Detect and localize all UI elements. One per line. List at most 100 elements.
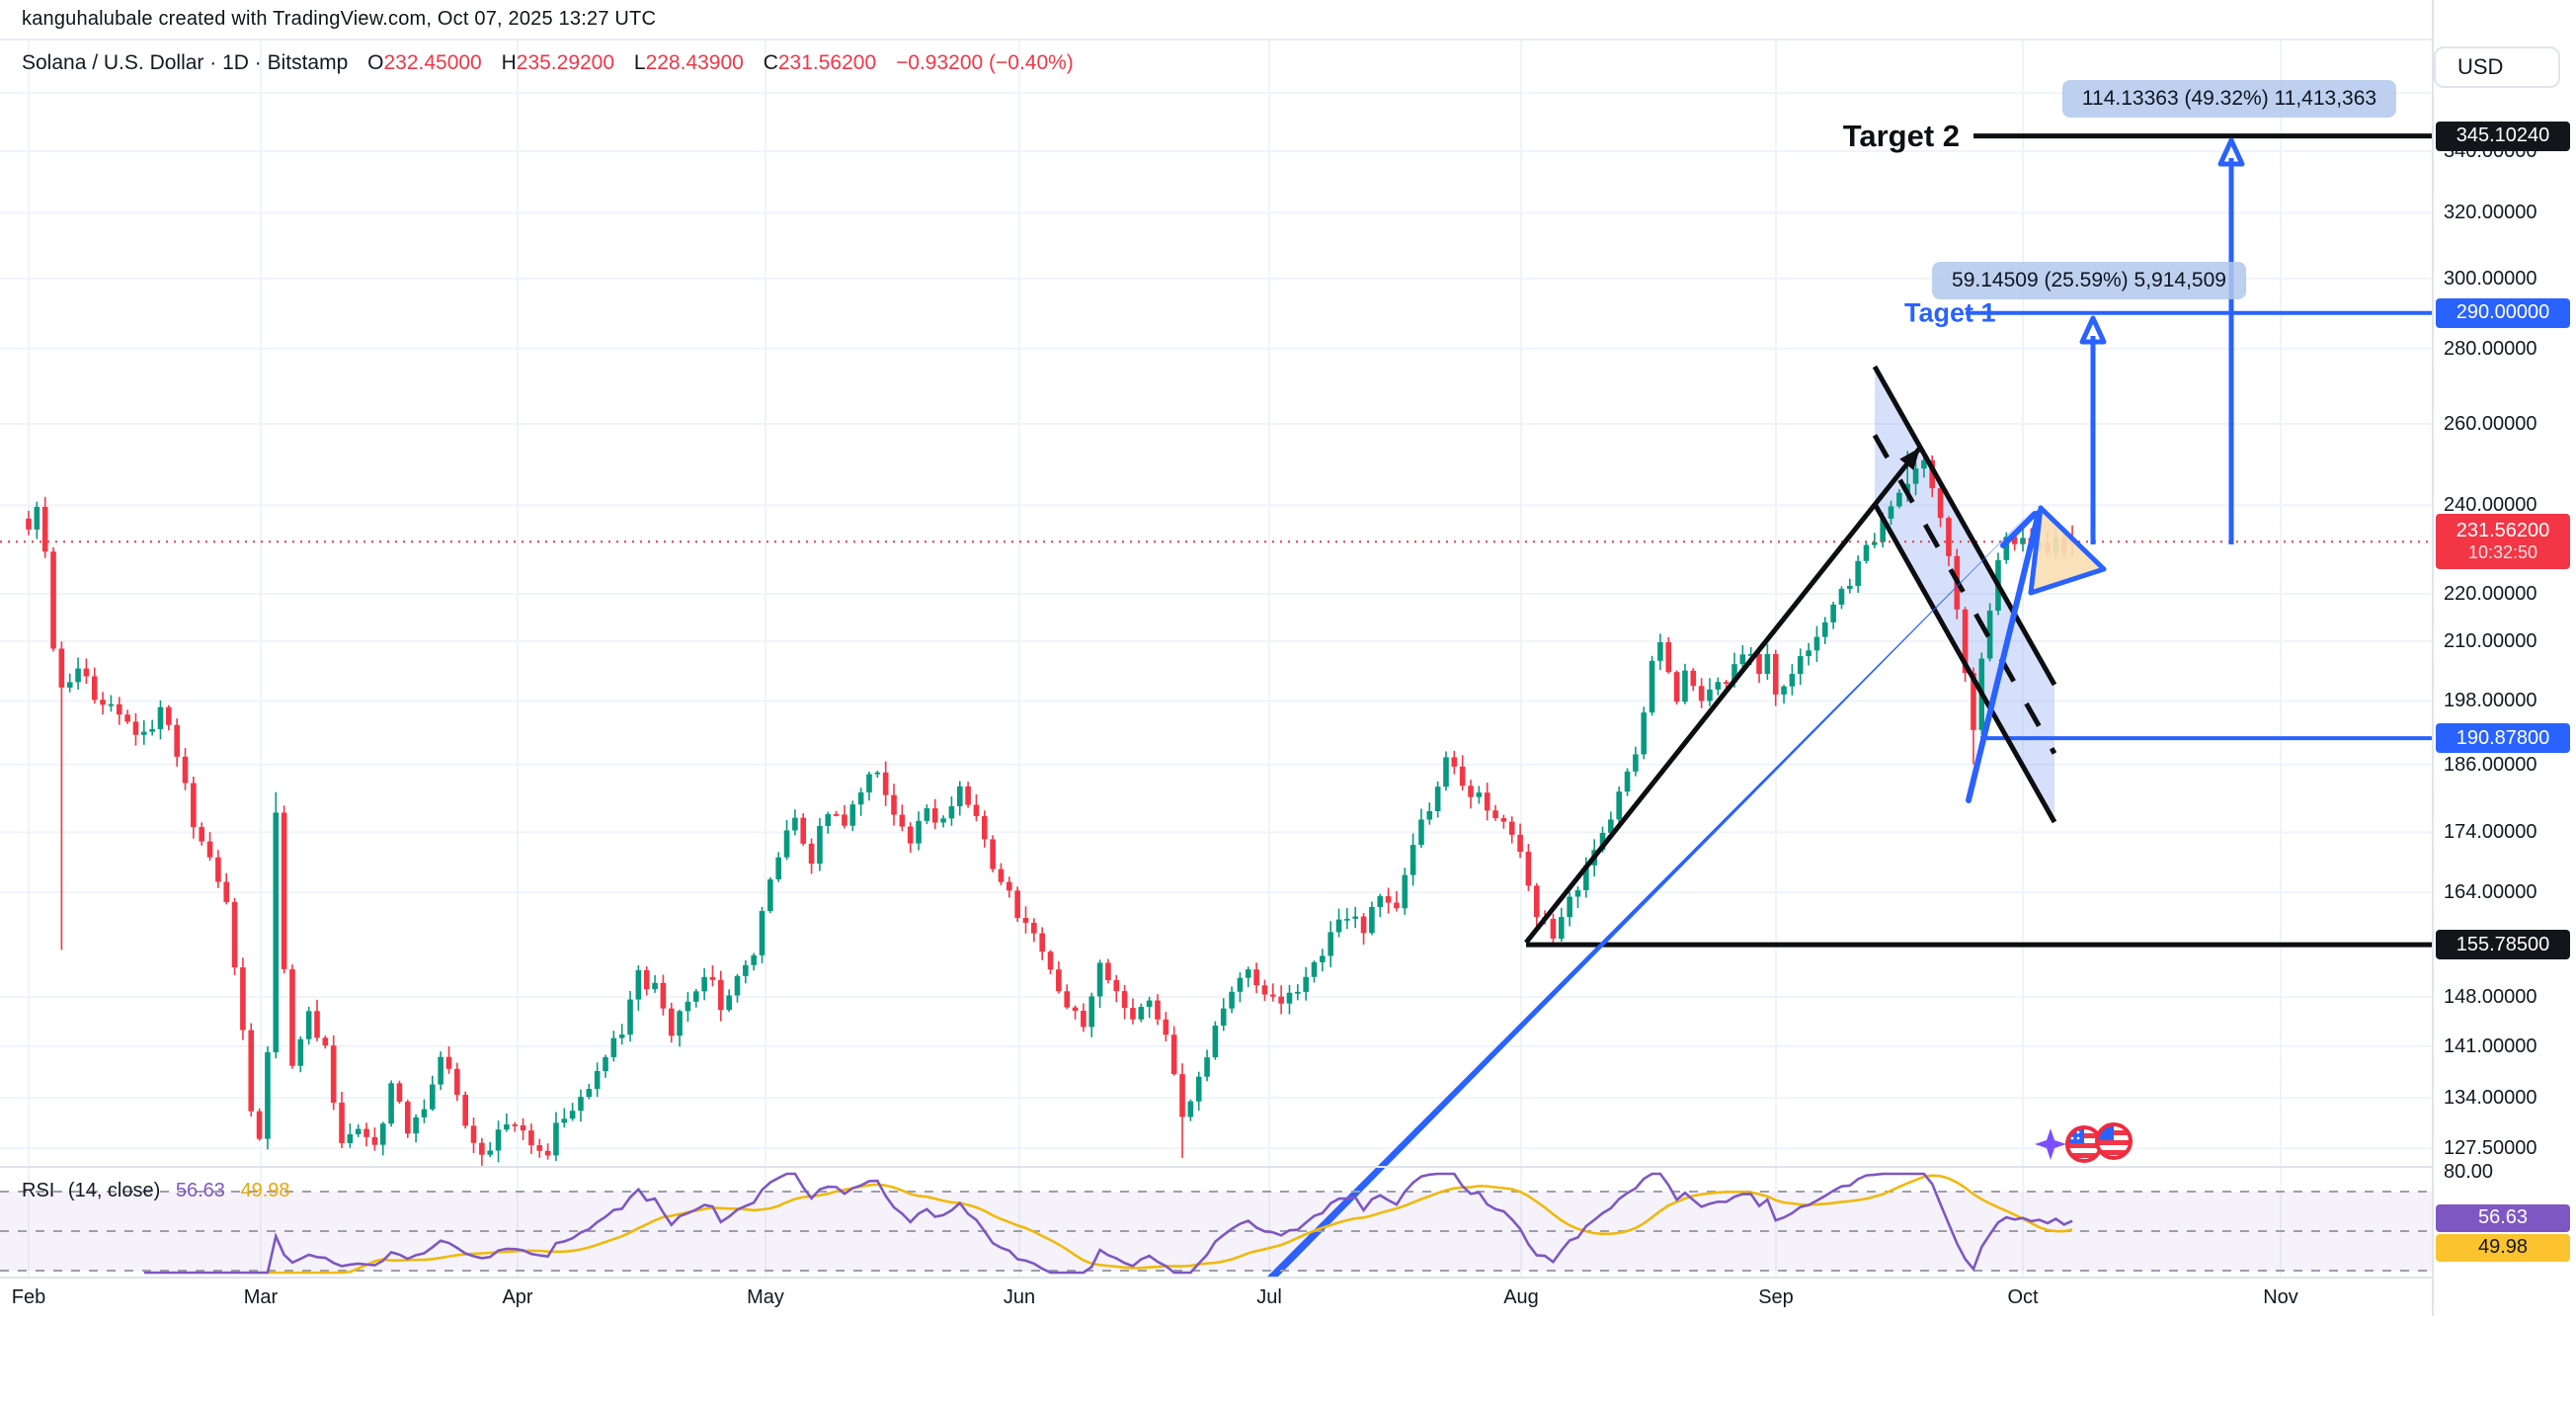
measure-label-target1[interactable]: 59.14509 (25.59%) 5,914,509 (1932, 262, 2246, 299)
candle-body (677, 1011, 683, 1036)
price-tick: 148.00000 (2444, 985, 2537, 1008)
candle-body (1146, 1000, 1153, 1008)
candle-body (404, 1101, 411, 1134)
candle-body (1492, 810, 1498, 819)
candle-body (1657, 641, 1663, 661)
candle-body (50, 551, 56, 649)
candle-body (297, 1038, 304, 1066)
rsi-legend: RSI (14, close) 56.63 49.98 (22, 1180, 290, 1202)
candle-body (849, 804, 856, 826)
candle-body (1649, 660, 1655, 713)
price-tick: 260.00000 (2444, 413, 2537, 436)
candle-body (322, 1037, 329, 1046)
candle-body (1212, 1025, 1219, 1058)
candle-body (1813, 636, 1820, 651)
candle-body (833, 813, 840, 816)
sparkle-icon (2035, 1128, 2066, 1160)
symbol-title[interactable]: Solana / U.S. Dollar · 1D · Bitstamp (22, 51, 349, 74)
flag-icon (2095, 1122, 2133, 1160)
candle-body (1806, 650, 1811, 657)
candle-body (1352, 916, 1359, 919)
candle-body (553, 1122, 559, 1156)
candle-body (692, 991, 699, 1002)
candle-body (240, 967, 246, 1031)
candle-body (305, 1011, 312, 1039)
candle-body (1624, 771, 1631, 792)
candle-body (603, 1056, 608, 1072)
pennant-arrowhead-icon (1138, 502, 2041, 1406)
candle-body (1550, 918, 1557, 939)
candle-body (363, 1128, 369, 1137)
candle-body (289, 968, 295, 1066)
candle-body (1278, 996, 1284, 1004)
candle-body (1179, 1074, 1185, 1117)
candle-body (1286, 992, 1293, 1004)
symbol-bar: Solana / U.S. Dollar · 1D · Bitstamp O23… (22, 51, 1074, 75)
candle-body (1517, 834, 1523, 853)
price-tick: 186.00000 (2444, 753, 2537, 776)
candle-body (26, 518, 32, 530)
candle-body (1187, 1101, 1194, 1117)
target1-text[interactable]: Taget 1 (1904, 297, 1996, 328)
candle-body (1088, 996, 1095, 1028)
candle-body (1056, 969, 1062, 992)
candle-body (783, 830, 790, 858)
attribution-text: kanguhalubale created with TradingView.c… (22, 8, 657, 30)
candle-body (1096, 962, 1103, 997)
candle-body (981, 815, 988, 840)
recovery-impulse-line (1966, 510, 2042, 803)
candle-body (1880, 518, 1886, 542)
measure-label-target2[interactable]: 114.13363 (49.32%) 11,413,363 (2061, 80, 2397, 118)
price-level-label: 290.00000 (2436, 297, 2570, 328)
candle-body (1121, 991, 1128, 1009)
candle-body (462, 1095, 468, 1126)
channel-upper-line (1872, 365, 2057, 687)
rsi-line (143, 1172, 2073, 1275)
candle-body (1838, 588, 1845, 605)
currency-toggle-button[interactable]: USD (2434, 46, 2560, 88)
candle-body (899, 814, 906, 827)
candle-body (1747, 653, 1754, 656)
rsi-ma-value: 49.98 (240, 1180, 290, 1201)
candle-body (256, 1111, 263, 1139)
candle-body (388, 1083, 394, 1124)
candle-body (775, 857, 782, 880)
usa-flags-sticker (2035, 1122, 2133, 1163)
price-tick: 280.00000 (2444, 337, 2537, 360)
price-tick: 134.00000 (2444, 1087, 2537, 1110)
candle-body (2003, 537, 2010, 560)
price-axis[interactable]: 340.00000 320.00000 300.00000 280.00000 260.… (2432, 0, 2576, 1316)
candle-body (1320, 955, 1326, 962)
candle-body (1303, 976, 1309, 992)
candle-body (1170, 1034, 1177, 1075)
candle-body (1929, 459, 1936, 489)
candle-body (1418, 819, 1424, 846)
candle-body (182, 756, 189, 784)
grid (0, 39, 2432, 1277)
price-level-label: 155.78500 (2436, 930, 2570, 960)
candle-body (191, 783, 197, 828)
candle-body (1409, 845, 1416, 875)
candle-body (58, 648, 65, 688)
candle-body (438, 1056, 443, 1085)
candle-body (1113, 980, 1120, 992)
candle-body (1426, 810, 1433, 820)
candle-body (1163, 1019, 1169, 1035)
candle-body (1574, 889, 1581, 897)
candle-body (528, 1130, 534, 1146)
candle-body (206, 841, 213, 858)
candle-body (1451, 757, 1458, 767)
time-axis[interactable]: Feb Mar Apr May Jun Jul Aug Sep Oct Nov (0, 1277, 2432, 1318)
candle-body (520, 1124, 526, 1131)
candle-body (1781, 686, 1787, 695)
rsi-title[interactable]: RSI (22, 1180, 55, 1201)
candle-body (1616, 791, 1622, 820)
candle-body (660, 982, 667, 1009)
price-level-label: 345.10240 (2436, 121, 2570, 151)
candle-body (948, 806, 955, 819)
candle-body (1130, 1008, 1136, 1020)
candle-body (1237, 977, 1244, 992)
target2-text[interactable]: Target 2 (1842, 118, 1960, 153)
candle-body (610, 1037, 617, 1057)
